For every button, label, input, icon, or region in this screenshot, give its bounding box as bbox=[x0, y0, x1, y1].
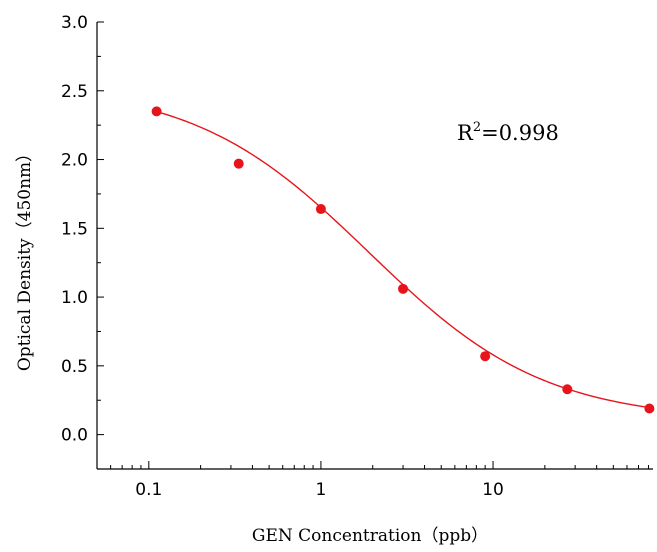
x-tick-label: 10 bbox=[482, 480, 504, 500]
y-tick-label: 3.0 bbox=[61, 13, 88, 33]
data-point bbox=[233, 158, 244, 169]
x-tick-label: 0.1 bbox=[135, 480, 162, 500]
fit-curve bbox=[156, 110, 650, 409]
y-tick-label: 2.5 bbox=[61, 82, 88, 102]
y-tick-label: 1.0 bbox=[61, 288, 88, 308]
data-point bbox=[151, 106, 162, 117]
y-tick-label: 0.0 bbox=[61, 426, 88, 446]
data-points bbox=[151, 106, 655, 414]
r-squared-superscript: 2 bbox=[473, 120, 481, 135]
data-point bbox=[480, 351, 491, 362]
r-squared-value: =0.998 bbox=[481, 121, 559, 145]
y-axis-title: Optical Density（450nm） bbox=[15, 145, 35, 371]
data-point bbox=[562, 384, 573, 395]
x-tick-label: 1 bbox=[316, 480, 327, 500]
data-point bbox=[315, 204, 326, 215]
y-axis-ticks: 0.0 0.5 1.0 1.5 2.0 2.5 3.0 bbox=[61, 13, 104, 446]
data-point bbox=[644, 403, 655, 414]
y-tick-label: 1.5 bbox=[61, 219, 88, 239]
r-squared-annotation: R2=0.998 bbox=[457, 120, 559, 145]
y-tick-label: 2.0 bbox=[61, 151, 88, 171]
r-squared-base: R bbox=[457, 121, 474, 145]
axes bbox=[96, 22, 653, 470]
data-point bbox=[398, 283, 409, 294]
y-tick-label: 0.5 bbox=[61, 357, 88, 377]
x-axis-title: GEN Concentration（ppb） bbox=[252, 526, 488, 546]
fit-curve-layer bbox=[156, 110, 650, 409]
x-axis-ticks: 0.1 1 10 bbox=[96, 461, 649, 500]
